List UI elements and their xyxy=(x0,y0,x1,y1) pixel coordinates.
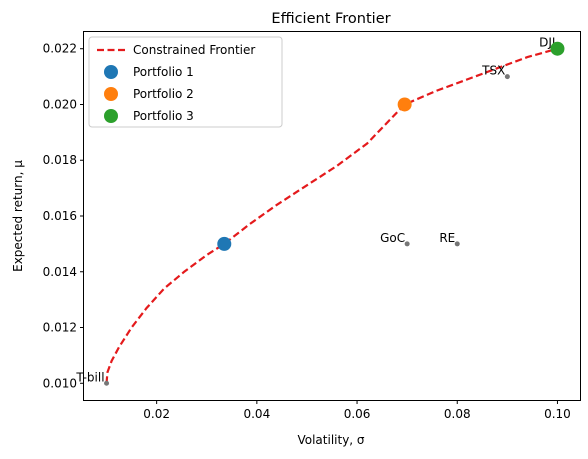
asset-point xyxy=(104,380,110,386)
axis-ticks: 0.02 0.04 0.06 0.08 0.10 0.010 0.012 0.014 0.016… xyxy=(43,42,571,421)
legend-portfolio-swatch xyxy=(104,87,118,101)
asset-point xyxy=(454,241,460,247)
legend-label: Portfolio 2 xyxy=(133,87,194,101)
asset-point xyxy=(504,74,510,80)
y-tick-label: 0.010 xyxy=(43,376,77,390)
y-tick-label: 0.012 xyxy=(43,321,77,335)
y-tick-label: 0.022 xyxy=(43,42,77,56)
legend-label: Portfolio 1 xyxy=(133,65,194,79)
portfolio-point xyxy=(217,236,232,251)
asset-label: GoC xyxy=(380,231,405,245)
y-tick-label: 0.016 xyxy=(43,209,77,223)
x-tick-label: 0.10 xyxy=(544,407,571,421)
x-tick-label: 0.06 xyxy=(344,407,371,421)
asset-point xyxy=(404,241,410,247)
portfolio-point xyxy=(550,41,565,56)
portfolio-point xyxy=(397,97,412,112)
asset-label: T-bill xyxy=(75,370,104,384)
legend-label: Constrained Frontier xyxy=(133,43,255,57)
legend: Constrained Frontier Portfolio 1 Portfolio… xyxy=(88,36,283,128)
legend-label: Portfolio 3 xyxy=(133,109,194,123)
legend-portfolio-swatch xyxy=(104,109,118,123)
y-tick-label: 0.014 xyxy=(43,265,77,279)
asset-label: RE xyxy=(439,231,455,245)
x-tick-label: 0.02 xyxy=(143,407,170,421)
legend-box xyxy=(88,36,283,128)
y-axis-label: Expected return, μ xyxy=(11,160,25,272)
frontier-line xyxy=(105,47,558,384)
y-tick-label: 0.020 xyxy=(43,97,77,111)
chart-title: Efficient Frontier xyxy=(271,11,390,27)
y-tick-label: 0.018 xyxy=(43,153,77,167)
x-tick-label: 0.04 xyxy=(243,407,270,421)
legend-portfolio-swatch xyxy=(104,65,118,79)
asset-label: TSX xyxy=(481,64,505,78)
x-tick-label: 0.08 xyxy=(444,407,471,421)
x-axis-label: Volatility, σ xyxy=(297,433,364,447)
